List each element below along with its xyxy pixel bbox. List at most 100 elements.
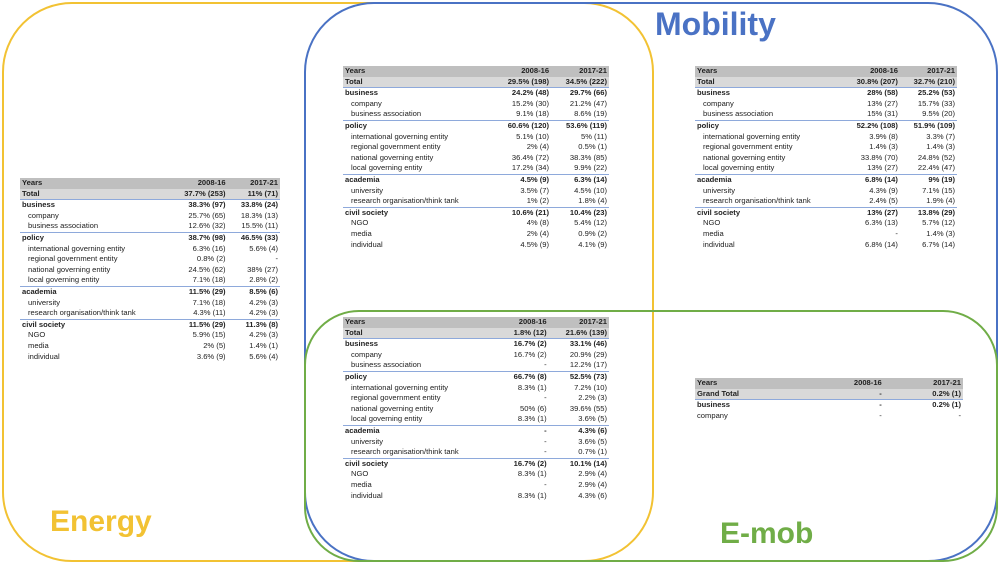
row-label: individual [28, 351, 60, 361]
value-2008-16: 3.6% (9) [196, 351, 226, 361]
table-row: national governing entity 24.5% (62) 38% (… [20, 265, 280, 276]
value-2017-21: 46.5% (33) [227, 231, 280, 244]
value-2017-21: 15.5% (11) [241, 221, 278, 231]
value-2017-21: 5.4% (12) [574, 218, 607, 228]
header-label: Years [343, 66, 494, 77]
value-2017-21: 0.9% (2) [578, 228, 607, 238]
value-2008-16: 24.2% (48) [493, 87, 552, 99]
table-row: local governing entity 13% (27) 22.4% (47) [695, 163, 957, 174]
value-2008-16: 1% (2) [526, 196, 550, 206]
table-row: individual 3.6% (9) 5.6% (4) [20, 352, 280, 363]
row-label: company [703, 98, 734, 108]
table-row: national governing entity 36.4% (72) 38.3%… [343, 153, 609, 164]
value-2008-16: 2% (4) [526, 228, 550, 238]
table-row: Grand Total -0.2% (1) [695, 388, 963, 400]
value-2008-16: 13% (27) [867, 98, 898, 108]
row-label: policy [695, 119, 843, 132]
energy-label: Energy [50, 505, 152, 538]
value-2008-16: 8.3% (1) [517, 414, 547, 424]
value-2008-16: 52.2% (108) [842, 119, 900, 132]
table-row: NGO 6.3% (13) 5.7% (12) [695, 218, 957, 229]
table-header-row: Years 2008-16 2017-21 [20, 178, 280, 189]
mobility-label: Mobility [655, 6, 776, 42]
row-label: business association [28, 221, 99, 231]
row-label: international governing entity [28, 243, 126, 253]
value-2008-16: 4.3% (11) [193, 308, 226, 318]
row-label: media [703, 228, 724, 238]
table-row: civil society 13% (27) 13.8% (29) [695, 206, 957, 219]
table-row: regional government entity 2% (4) 0.5% (1) [343, 142, 609, 153]
value-2008-16: - [544, 479, 547, 489]
table-row: media 2% (4) 0.9% (2) [343, 229, 609, 240]
emob-only-table: Years 2008-16 2017-21 Grand Total -0.2% (1) b… [695, 378, 963, 421]
row-label: international governing entity [703, 131, 801, 141]
value-2017-21: 8.5% (6) [227, 285, 280, 298]
row-label: policy [20, 231, 170, 244]
row-label: national governing entity [28, 264, 111, 274]
row-label: academia [343, 424, 500, 437]
row-label: international governing entity [351, 382, 449, 392]
value-2008-16: - [806, 399, 884, 411]
value-2008-16: 16.7% (2) [499, 338, 549, 350]
value-2008-16: 11.5% (29) [169, 318, 228, 331]
value-2017-21: 21.2% (47) [569, 98, 607, 108]
table-row: NGO 8.3% (1) 2.9% (4) [343, 469, 609, 480]
value-2008-16: 60.6% (120) [493, 119, 552, 132]
row-label: business [343, 338, 500, 350]
value-2017-21: 5.6% (4) [249, 243, 278, 253]
row-label: regional government entity [28, 254, 118, 264]
value-2017-21: 0.5% (1) [578, 142, 607, 152]
table-row: media - 1.4% (3) [695, 229, 957, 240]
value-2017-21: 21.6% (139) [548, 327, 609, 339]
row-label: business association [351, 360, 422, 370]
row-label: company [28, 210, 59, 220]
header-label: Years [695, 378, 807, 389]
row-label: civil society [20, 318, 170, 331]
row-label: policy [343, 370, 500, 383]
value-2017-21: 1.4% (3) [926, 142, 955, 152]
value-2017-21: 38.3% (85) [569, 152, 607, 162]
value-2017-21: 9% (19) [899, 173, 957, 186]
emob-table: Years 2008-16 2017-21 Total 1.8% (12) 21.6% (… [343, 317, 609, 501]
value-2008-16: 2% (4) [526, 142, 550, 152]
value-2008-16: 0.8% (2) [196, 254, 226, 264]
value-2017-21: 2.9% (4) [578, 479, 607, 489]
value-2008-16: 4.5% (9) [493, 173, 552, 186]
table-row: policy 66.7% (8) 52.5% (73) [343, 370, 609, 383]
row-label: local governing entity [28, 275, 100, 285]
row-label: company [351, 98, 382, 108]
row-label: media [28, 340, 49, 350]
value-2008-16: - [544, 447, 547, 457]
value-2017-21: 5.7% (12) [922, 218, 955, 228]
row-label: civil society [343, 457, 500, 470]
table-row: international governing entity 5.1% (10) 5… [343, 132, 609, 143]
energy-region [2, 2, 654, 562]
value-2017-21: - [275, 254, 278, 264]
value-2008-16: 4% (8) [526, 218, 550, 228]
row-label: business [695, 399, 807, 411]
value-2008-16: 4.5% (9) [520, 239, 550, 249]
value-2017-21: 29.7% (66) [551, 87, 609, 99]
row-label: individual [703, 239, 735, 249]
table-row: university 3.5% (7) 4.5% (10) [343, 186, 609, 197]
table-row: Total 29.5% (198) 34.5% (222) [343, 76, 609, 88]
table-row: business association 12.6% (32) 15.5% (11) [20, 221, 280, 232]
table-header-row: Years 2008-16 2017-21 [695, 378, 963, 389]
value-2017-21: 3.6% (5) [578, 414, 607, 424]
table-row: national governing entity 33.8% (70) 24.8%… [695, 153, 957, 164]
table-row: policy 38.7% (98) 46.5% (33) [20, 231, 280, 244]
value-2017-21: 52.5% (73) [548, 370, 609, 383]
header-period: 2008-16 [842, 66, 900, 77]
table-row: individual 4.5% (9) 4.1% (9) [343, 240, 609, 251]
value-2008-16: 12.6% (32) [188, 221, 226, 231]
value-2017-21: 4.2% (3) [249, 297, 278, 307]
table-row: regional government entity 1.4% (3) 1.4% (… [695, 142, 957, 153]
header-period: 2017-21 [227, 178, 280, 189]
value-2008-16: 1.4% (3) [869, 142, 898, 152]
row-label: Total [343, 76, 494, 88]
value-2008-16: 6.3% (16) [192, 243, 226, 253]
row-label: university [351, 436, 384, 446]
value-2017-21: 2.8% (2) [249, 275, 278, 285]
value-2017-21: 12.2% (17) [569, 360, 607, 370]
header-period: 2017-21 [548, 317, 609, 328]
